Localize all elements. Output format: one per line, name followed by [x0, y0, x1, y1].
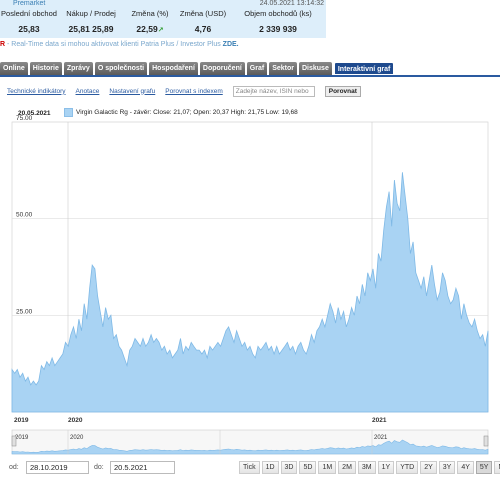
- y-tick-label: 25.00: [16, 308, 33, 315]
- range-button-max[interactable]: Max: [494, 461, 500, 474]
- range-buttons: Tick1D3D5D1M2M3M1YYTD2Y3Y4Y5YMax: [239, 461, 500, 474]
- change-pct-value: 22,59↗: [124, 24, 176, 34]
- quote-panel: Premarket 24.05.2021 13:14:32 Poslední o…: [0, 0, 326, 38]
- chart-settings-link[interactable]: Nastavení grafu: [109, 87, 156, 95]
- compare-button[interactable]: Porovnat: [324, 85, 361, 97]
- annotations-link[interactable]: Anotace: [75, 87, 100, 95]
- tab-discussion[interactable]: Diskuse: [299, 62, 332, 75]
- navigator-label: 2020: [70, 435, 84, 441]
- range-button-2y[interactable]: 2Y: [420, 461, 437, 474]
- x-tick-label: 2019: [14, 417, 29, 424]
- navigator-label: 2019: [15, 435, 29, 441]
- range-button-1m[interactable]: 1M: [318, 461, 337, 474]
- realtime-marker: R: [0, 41, 6, 48]
- tab-history[interactable]: Historie: [29, 62, 62, 75]
- realtime-note-text: - Real-Time data si mohou aktivovat klie…: [5, 41, 223, 48]
- range-button-3y[interactable]: 3Y: [438, 461, 456, 474]
- navigator-handle: [483, 435, 489, 447]
- y-tick-label: 75.00: [16, 115, 33, 122]
- tab-financials[interactable]: Hospodaření: [149, 62, 198, 75]
- range-to-input[interactable]: 20.5.2021: [110, 461, 175, 474]
- technical-indicators-link[interactable]: Technické indikátory: [7, 87, 66, 95]
- premarket-label: Premarket: [13, 0, 46, 7]
- tab-chart[interactable]: Graf: [246, 62, 268, 75]
- compare-index-link[interactable]: Porovnat s indexem: [165, 87, 223, 95]
- range-controls: od: 28.10.2019 do: 20.5.2021 Tick 1D 3D 5D 1…: [0, 460, 500, 476]
- header-change-usd: Změna (USD): [179, 9, 227, 18]
- y-tick-label: 50.00: [16, 212, 33, 219]
- chart-legend: Virgin Galactic Rg - závěr: Close: 21,07…: [64, 108, 298, 117]
- x-tick-label: 2021: [372, 417, 387, 424]
- range-button-5d[interactable]: 5D: [299, 461, 317, 474]
- header-last-trade: Poslední obchod: [1, 9, 57, 18]
- range-button-1d[interactable]: 1D: [261, 461, 279, 474]
- range-button-4y[interactable]: 4Y: [457, 461, 474, 474]
- range-from-label: od:: [9, 464, 19, 471]
- tab-company[interactable]: O společnosti: [94, 62, 148, 75]
- change-pct-number: 22,59: [136, 24, 158, 34]
- tab-interactive-chart[interactable]: Interaktivní graf: [333, 62, 395, 75]
- navigator-label: 2021: [374, 435, 388, 441]
- chart-date: 20.05.2021: [18, 110, 51, 117]
- chart-toolbar: Technické indikátory Anotace Nastavení g…: [7, 85, 361, 97]
- volume-value: 2 339 939: [259, 24, 297, 34]
- range-button-5y[interactable]: 5Y: [475, 461, 493, 474]
- arrow-up-icon: ↗: [157, 27, 164, 34]
- last-trade-value: 25,83: [18, 24, 40, 34]
- range-to-label: do:: [94, 464, 104, 471]
- quote-timestamp: 24.05.2021 13:14:32: [259, 0, 324, 7]
- header-change-pct: Změna (%): [131, 9, 169, 18]
- navigator-handle: [11, 435, 17, 447]
- range-button-2m[interactable]: 2M: [338, 461, 356, 474]
- bid-ask-value: 25,81 25,89: [68, 24, 114, 34]
- legend-text: Virgin Galactic Rg - závěr: Close: 21,07…: [76, 109, 298, 116]
- quote-values: 25,83 25,81 25,89 22,59↗ 4,76 2 339 939: [0, 24, 326, 34]
- range-button-1y[interactable]: 1Y: [377, 461, 395, 474]
- range-from-input[interactable]: 28.10.2019: [26, 461, 89, 474]
- range-button-tick[interactable]: Tick: [239, 461, 260, 474]
- range-button-3m[interactable]: 3M: [357, 461, 376, 474]
- navigator-area: [11, 439, 489, 455]
- tab-news[interactable]: Zprávy: [63, 62, 93, 75]
- header-bid-ask: Nákup / Prodej: [66, 9, 116, 18]
- tab-sector[interactable]: Sektor: [269, 62, 297, 75]
- realtime-note-link[interactable]: ZDE.: [222, 41, 239, 48]
- tab-recommendations[interactable]: Doporučení: [199, 62, 245, 75]
- change-usd-value: 4,76: [194, 24, 212, 34]
- quote-headers: Poslední obchod Nákup / Prodej Změna (%)…: [0, 9, 326, 18]
- tab-bar: Online Historie Zprávy O společnosti Hos…: [0, 62, 500, 77]
- compare-search-input[interactable]: Zadejte název, ISIN nebo: [232, 85, 315, 97]
- tab-online[interactable]: Online: [0, 62, 28, 75]
- range-button-3d[interactable]: 3D: [280, 461, 298, 474]
- price-area: [11, 172, 489, 413]
- legend-swatch: [64, 108, 73, 117]
- range-button-ytd[interactable]: YTD: [396, 461, 419, 474]
- header-volume: Objem obchodů (ks): [244, 9, 312, 18]
- x-tick-label: 2020: [68, 417, 83, 424]
- realtime-note: R - Real-Time data si mohou aktivovat kl…: [0, 41, 239, 48]
